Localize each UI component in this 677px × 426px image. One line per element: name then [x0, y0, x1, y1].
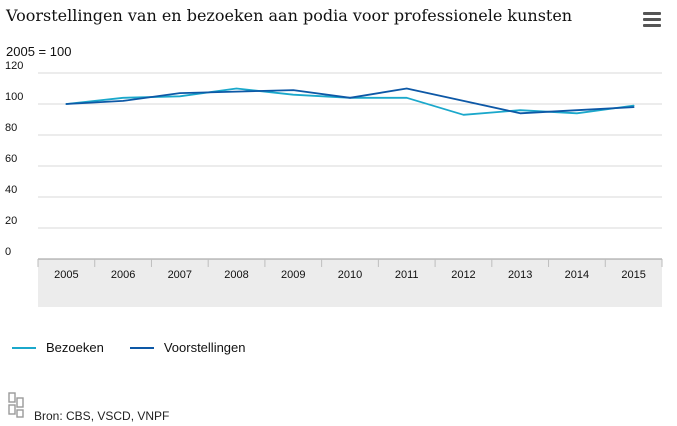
legend-label-bezoeken: Bezoeken	[46, 340, 104, 355]
y-tick-label: 60	[5, 153, 17, 165]
x-tick-label: 2010	[338, 269, 362, 281]
x-tick-label: 2006	[111, 269, 135, 281]
y-tick-label: 120	[5, 60, 23, 72]
x-tick-label: 2013	[508, 269, 532, 281]
x-tick-label: 2008	[224, 269, 248, 281]
y-tick-label: 20	[5, 215, 17, 227]
series-lines	[65, 87, 635, 116]
y-axis-ticks: 0 20 40 60 80 100 120	[5, 60, 23, 258]
hamburger-menu-icon[interactable]	[643, 12, 661, 28]
series-line-voorstellingen[interactable]	[65, 87, 635, 115]
x-axis-band	[38, 258, 662, 307]
legend-label-voorstellingen: Voorstellingen	[163, 340, 246, 355]
x-tick-label: 2007	[168, 269, 192, 281]
y-tick-label: 100	[5, 91, 23, 103]
legend-swatch-voorstellingen	[129, 346, 154, 349]
x-tick-label: 2011	[395, 269, 419, 281]
x-axis-band-rect	[38, 259, 662, 307]
x-tick-label: 2015	[621, 269, 645, 281]
unit-label: 2005 = 100	[6, 44, 72, 59]
x-tick-label: 2005	[54, 269, 78, 281]
legend-item-voorstellingen[interactable]: Voorstellingen	[129, 340, 246, 355]
source-note: Bron: CBS, VSCD, VNPF	[34, 409, 170, 423]
y-tick-label: 80	[5, 122, 17, 134]
legend-swatch-bezoeken	[12, 346, 36, 349]
x-tick-label: 2012	[451, 269, 475, 281]
legend: Bezoeken Voorstellingen	[12, 340, 272, 355]
x-tick-label: 2009	[281, 269, 305, 281]
legend-item-bezoeken[interactable]: Bezoeken	[12, 340, 104, 355]
grid-lines	[38, 72, 662, 260]
y-tick-label: 0	[5, 246, 11, 258]
cbs-logo-icon	[8, 392, 24, 418]
x-axis-ticks: 2005 2006 2007 2008 2009 2010 2011 2012 2013 2014…	[37, 259, 663, 281]
y-tick-label: 40	[5, 184, 17, 196]
x-tick-label: 2014	[565, 269, 589, 281]
chart-title: Voorstellingen van en bezoeken aan podia…	[6, 6, 573, 25]
